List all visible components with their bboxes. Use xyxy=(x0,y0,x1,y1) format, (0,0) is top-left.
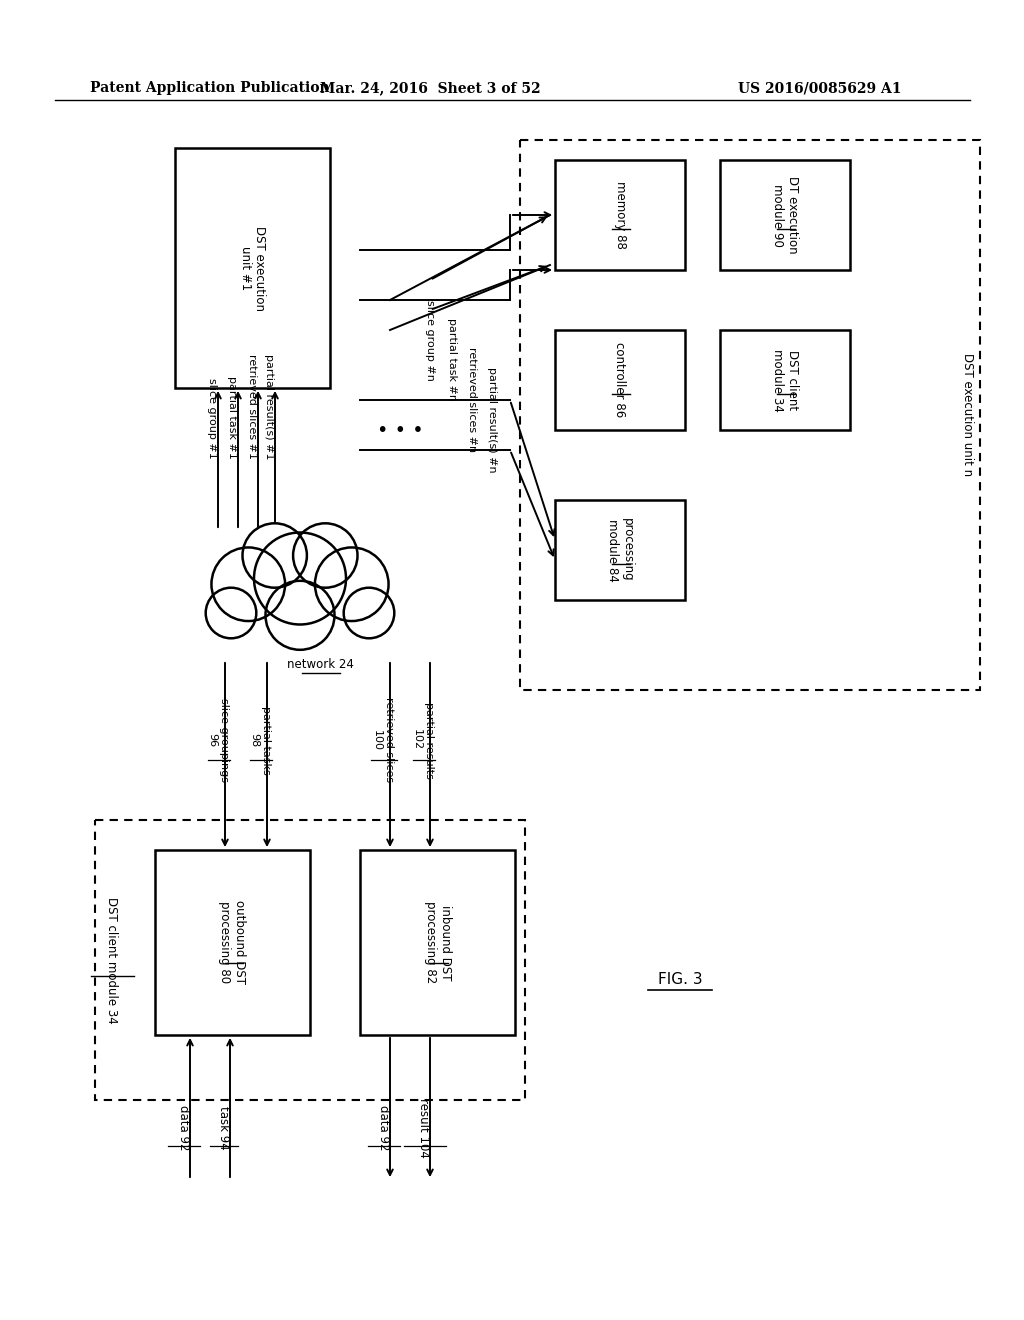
Text: partial task #1: partial task #1 xyxy=(227,376,237,459)
Text: slice groupings
96: slice groupings 96 xyxy=(207,698,228,781)
Text: data 92: data 92 xyxy=(177,1105,190,1150)
Text: DT execution
module 90: DT execution module 90 xyxy=(771,176,799,253)
Circle shape xyxy=(254,532,346,624)
Circle shape xyxy=(315,548,388,620)
Circle shape xyxy=(211,548,285,620)
Bar xyxy=(720,160,850,271)
Text: inbound DST
processing 82: inbound DST processing 82 xyxy=(424,902,452,983)
Text: DST client module 34: DST client module 34 xyxy=(104,896,118,1023)
Bar xyxy=(555,500,685,601)
Bar xyxy=(175,148,330,388)
Bar xyxy=(520,140,980,690)
Text: memory 88: memory 88 xyxy=(613,181,627,249)
Circle shape xyxy=(293,523,357,587)
Bar xyxy=(95,820,525,1100)
Text: US 2016/0085629 A1: US 2016/0085629 A1 xyxy=(738,81,902,95)
Text: DST execution
unit #1: DST execution unit #1 xyxy=(239,226,266,310)
Text: network 24: network 24 xyxy=(287,659,353,672)
Text: • • •: • • • xyxy=(377,421,423,440)
Text: outbound DST
processing 80: outbound DST processing 80 xyxy=(218,900,247,985)
Text: partial result(s) #n: partial result(s) #n xyxy=(487,367,497,473)
Bar xyxy=(555,160,685,271)
Text: task 94: task 94 xyxy=(217,1106,230,1150)
Bar xyxy=(720,330,850,430)
Text: DST execution unit n: DST execution unit n xyxy=(962,354,975,477)
Text: retrieved slices #1: retrieved slices #1 xyxy=(247,354,257,459)
Circle shape xyxy=(344,587,394,639)
Bar xyxy=(155,850,310,1035)
Text: retrieved slices #n: retrieved slices #n xyxy=(467,347,477,453)
Text: partial task #n: partial task #n xyxy=(447,318,457,401)
Circle shape xyxy=(265,581,335,649)
Text: data 92: data 92 xyxy=(378,1105,390,1150)
Text: Patent Application Publication: Patent Application Publication xyxy=(90,81,330,95)
Text: slice group #n: slice group #n xyxy=(425,300,435,380)
Text: FIG. 3: FIG. 3 xyxy=(657,973,702,987)
Circle shape xyxy=(206,587,256,639)
Circle shape xyxy=(243,523,307,587)
Text: DST client
module 34: DST client module 34 xyxy=(771,348,799,412)
Text: partial result(s) #1: partial result(s) #1 xyxy=(264,354,274,459)
Text: partial results
102: partial results 102 xyxy=(413,701,434,779)
Text: retrieved slices
100: retrieved slices 100 xyxy=(372,697,394,783)
Bar xyxy=(360,850,515,1035)
Text: controller 86: controller 86 xyxy=(613,342,627,417)
Text: partial tasks
98: partial tasks 98 xyxy=(249,706,270,775)
Text: processing
module 84: processing module 84 xyxy=(606,519,634,582)
Text: result 104: result 104 xyxy=(418,1097,430,1158)
Bar xyxy=(555,330,685,430)
Text: slice group #1: slice group #1 xyxy=(207,379,217,459)
Text: Mar. 24, 2016  Sheet 3 of 52: Mar. 24, 2016 Sheet 3 of 52 xyxy=(319,81,541,95)
